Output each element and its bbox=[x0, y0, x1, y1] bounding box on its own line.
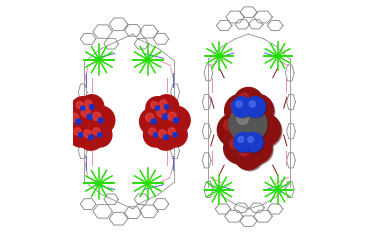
Circle shape bbox=[249, 101, 255, 107]
Circle shape bbox=[163, 135, 168, 140]
Circle shape bbox=[79, 133, 83, 137]
Circle shape bbox=[237, 113, 248, 124]
Circle shape bbox=[160, 100, 167, 107]
Circle shape bbox=[229, 105, 267, 143]
Circle shape bbox=[217, 113, 250, 147]
Circle shape bbox=[154, 95, 179, 119]
Circle shape bbox=[226, 95, 259, 128]
Circle shape bbox=[238, 137, 244, 142]
Circle shape bbox=[231, 100, 241, 111]
Circle shape bbox=[240, 147, 249, 156]
Circle shape bbox=[87, 106, 115, 134]
Circle shape bbox=[234, 87, 263, 117]
Circle shape bbox=[151, 102, 158, 108]
Circle shape bbox=[89, 135, 93, 140]
Circle shape bbox=[98, 118, 103, 123]
Circle shape bbox=[150, 102, 181, 132]
Circle shape bbox=[235, 89, 264, 118]
Circle shape bbox=[239, 93, 249, 102]
Circle shape bbox=[247, 100, 257, 111]
Circle shape bbox=[249, 115, 282, 148]
Circle shape bbox=[218, 115, 252, 148]
Circle shape bbox=[173, 133, 177, 137]
Circle shape bbox=[163, 114, 168, 119]
Circle shape bbox=[64, 107, 92, 136]
Circle shape bbox=[74, 128, 81, 135]
Circle shape bbox=[155, 106, 160, 110]
Circle shape bbox=[230, 106, 268, 144]
Circle shape bbox=[88, 123, 112, 147]
Circle shape bbox=[90, 105, 94, 109]
Circle shape bbox=[70, 113, 79, 122]
Circle shape bbox=[244, 132, 263, 152]
Circle shape bbox=[168, 112, 176, 121]
Circle shape bbox=[145, 113, 154, 122]
Circle shape bbox=[241, 94, 273, 127]
Circle shape bbox=[254, 120, 264, 130]
Circle shape bbox=[140, 107, 168, 136]
Circle shape bbox=[225, 94, 258, 127]
Circle shape bbox=[223, 120, 234, 130]
Circle shape bbox=[153, 133, 158, 137]
Circle shape bbox=[248, 113, 281, 147]
Circle shape bbox=[234, 132, 254, 152]
Circle shape bbox=[242, 95, 275, 128]
Circle shape bbox=[151, 119, 156, 124]
Circle shape bbox=[149, 128, 156, 135]
Circle shape bbox=[87, 114, 93, 119]
Circle shape bbox=[242, 133, 272, 163]
Circle shape bbox=[80, 95, 104, 119]
Circle shape bbox=[168, 128, 176, 135]
Circle shape bbox=[83, 130, 91, 138]
Circle shape bbox=[146, 97, 169, 120]
Circle shape bbox=[76, 119, 81, 124]
Circle shape bbox=[98, 133, 102, 137]
Circle shape bbox=[144, 123, 168, 147]
Circle shape bbox=[225, 134, 255, 165]
Circle shape bbox=[93, 128, 100, 135]
Circle shape bbox=[229, 139, 239, 148]
Circle shape bbox=[153, 124, 179, 150]
Circle shape bbox=[81, 108, 90, 117]
Circle shape bbox=[236, 101, 242, 107]
Circle shape bbox=[158, 130, 166, 138]
Circle shape bbox=[234, 141, 262, 170]
Circle shape bbox=[71, 97, 94, 120]
Circle shape bbox=[224, 133, 254, 163]
Circle shape bbox=[76, 102, 83, 108]
Circle shape bbox=[78, 124, 104, 150]
Circle shape bbox=[157, 108, 166, 117]
Circle shape bbox=[245, 97, 266, 117]
Circle shape bbox=[174, 118, 179, 123]
Circle shape bbox=[246, 97, 266, 118]
Circle shape bbox=[244, 133, 264, 153]
Circle shape bbox=[163, 123, 187, 147]
Circle shape bbox=[164, 105, 169, 109]
Circle shape bbox=[75, 102, 105, 132]
Circle shape bbox=[248, 137, 254, 142]
Circle shape bbox=[69, 123, 93, 147]
Circle shape bbox=[85, 100, 92, 107]
Circle shape bbox=[232, 97, 253, 118]
Circle shape bbox=[81, 106, 85, 110]
Circle shape bbox=[236, 143, 264, 171]
Circle shape bbox=[162, 106, 190, 134]
Circle shape bbox=[92, 112, 101, 121]
Circle shape bbox=[248, 139, 257, 148]
Circle shape bbox=[243, 134, 273, 165]
Circle shape bbox=[235, 133, 254, 153]
Circle shape bbox=[232, 97, 252, 117]
